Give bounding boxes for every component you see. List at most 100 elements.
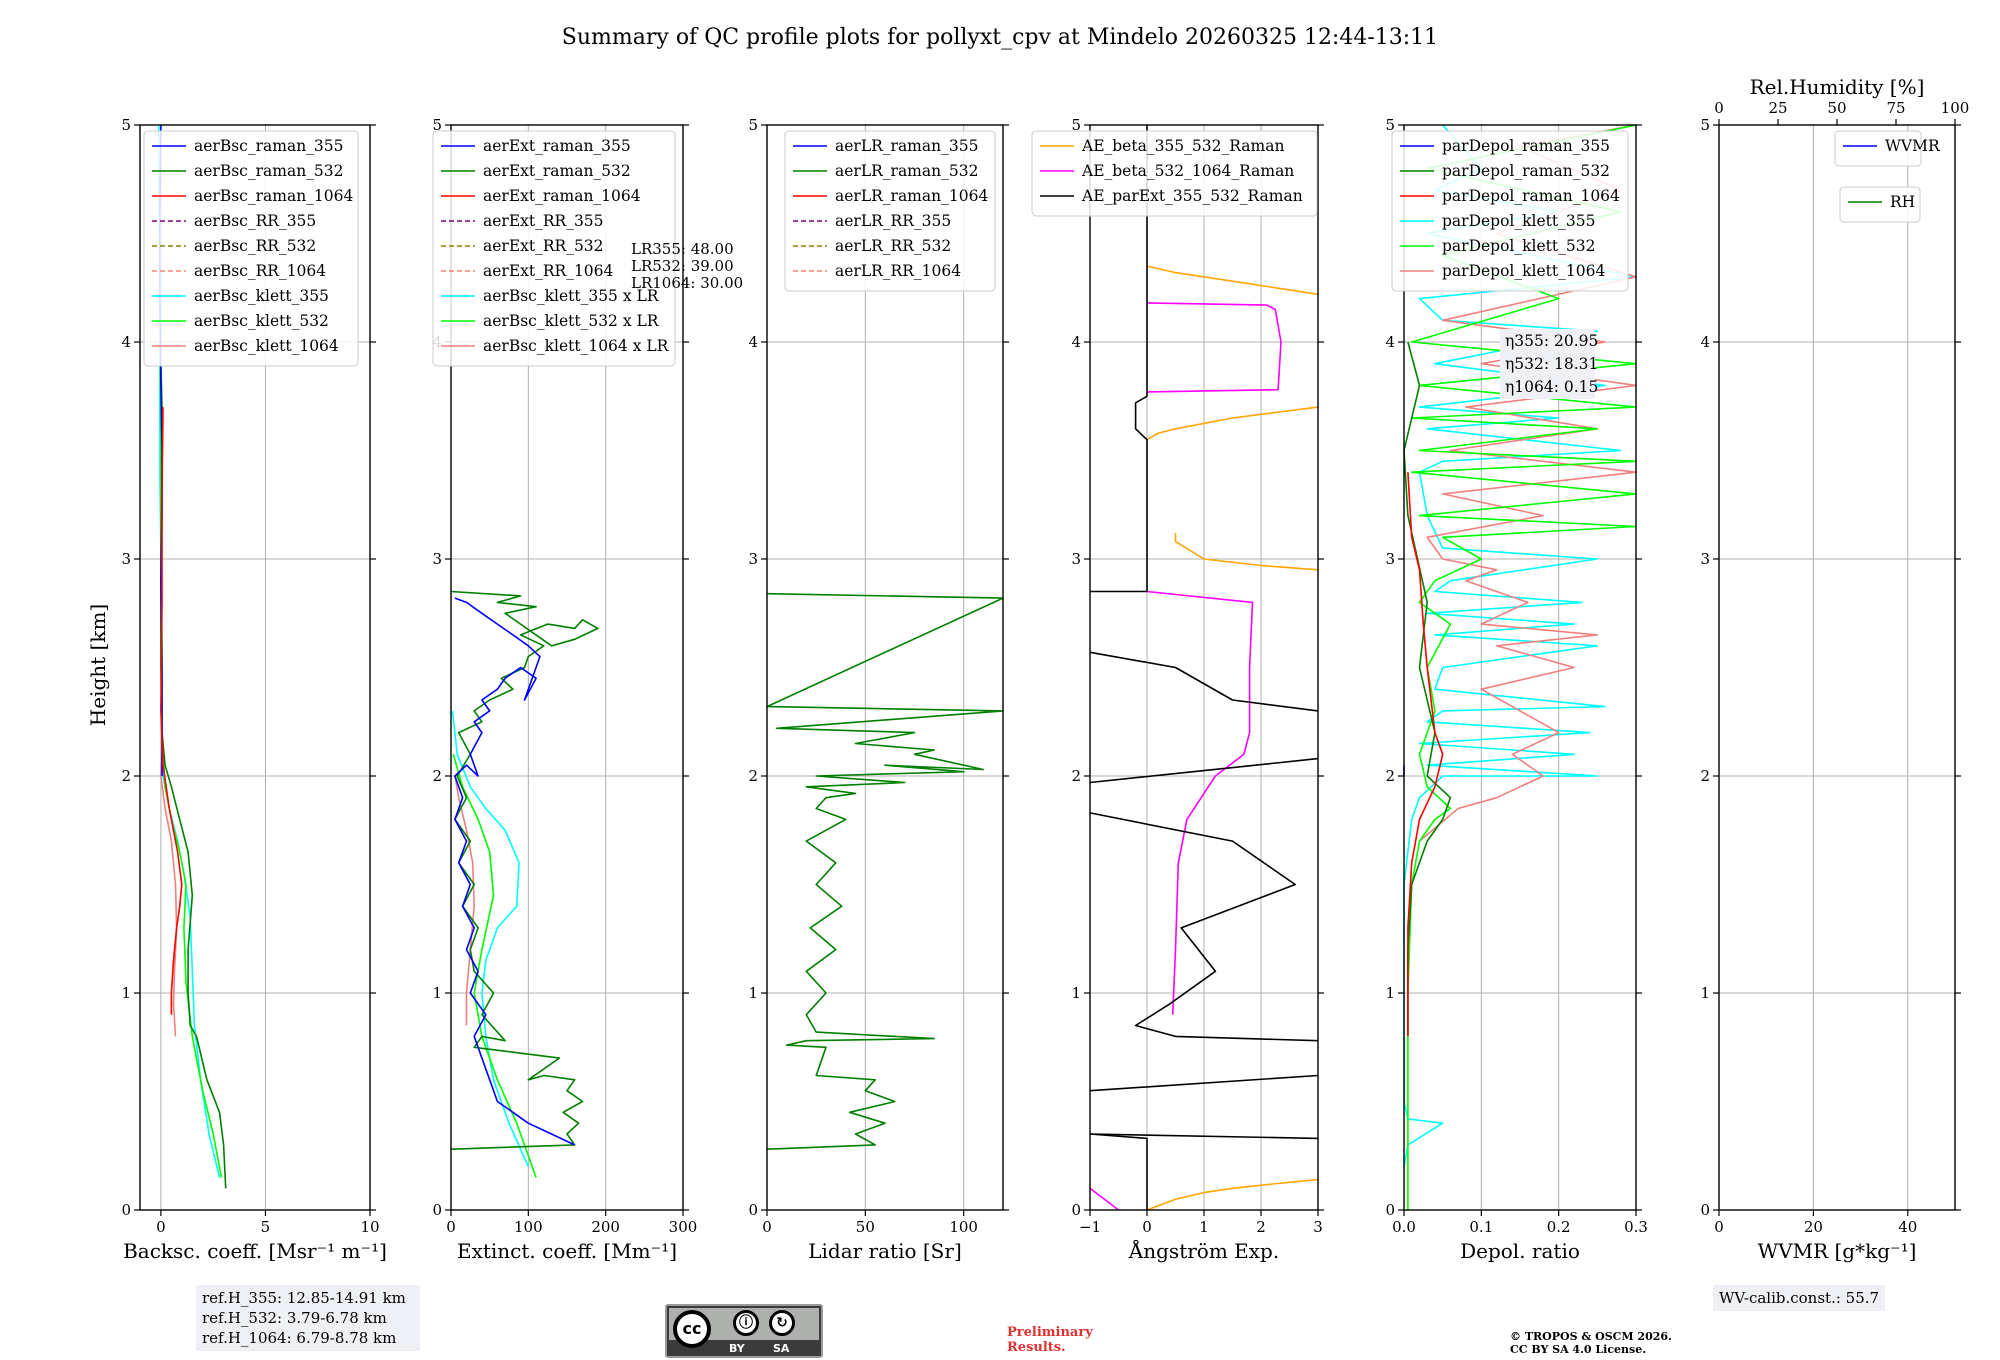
share-alike-icon: ↻ — [769, 1310, 795, 1336]
x-axis-label: Lidar ratio [Sr] — [808, 1239, 962, 1263]
series-AE_parExt_355_532_Raman — [1089, 651, 1319, 712]
legend-label: AE_beta_355_532_Raman — [1081, 137, 1284, 155]
axes-frame — [450, 124, 684, 1211]
top-tick-label: 0 — [1714, 99, 1724, 117]
x-tick-label: 3 — [1313, 1218, 1323, 1236]
legend-label: aerBsc_raman_1064 — [194, 187, 354, 205]
y-tick-label: 2 — [1071, 767, 1081, 785]
legend-label: aerLR_raman_532 — [835, 162, 978, 180]
legend-label: aerBsc_RR_532 — [194, 237, 316, 255]
legend-label: WVMR — [1885, 137, 1941, 155]
panel-wv: 0 20 40 0 1 2 3 4 5 WVMR [g*kg⁻¹] 0 25 50 75 100 Rel.Hu… — [1700, 75, 1969, 1263]
legend-label: parDepol_klett_1064 — [1442, 262, 1605, 280]
preliminary-note: Preliminary Results. — [1007, 1325, 1093, 1355]
panel-bsc: 0 5 10 0 1 2 3 4 5 Backsc. coeff. [Msr⁻¹ m⁻¹] aerB… — [121, 116, 386, 1263]
y-tick-label: 3 — [748, 550, 758, 568]
axes-frame — [1403, 124, 1637, 1211]
x-tick-label: 100 — [949, 1218, 978, 1236]
cc-icon: cc — [673, 1310, 711, 1348]
y-axis-label: Height [km] — [86, 604, 110, 726]
wv-calib-text: WV-calib.const.: 55.7 — [1719, 1289, 1880, 1307]
y-tick-label: 5 — [748, 116, 758, 134]
axes-frame — [766, 124, 1004, 1211]
annotation-text: LR355: 48.00 — [631, 240, 734, 258]
legend-label: aerLR_RR_1064 — [835, 262, 961, 280]
copyright-line-1: © TROPOS & OSCM 2026. — [1510, 1330, 1672, 1343]
x-tick-label: 50 — [856, 1218, 875, 1236]
x-tick-label: 0 — [156, 1218, 166, 1236]
x-tick-label: 0.2 — [1547, 1218, 1571, 1236]
y-tick-label: 2 — [432, 767, 442, 785]
legend-label: aerBsc_klett_355 x LR — [483, 287, 660, 305]
legend-label: aerExt_RR_532 — [483, 237, 604, 255]
legend-2 — [1839, 186, 1921, 223]
y-tick-label: 0 — [748, 1201, 758, 1219]
x-tick-label: 0 — [446, 1218, 456, 1236]
series-AE_beta_355_532_Raman — [1146, 1178, 1319, 1211]
y-tick-label: 5 — [1700, 116, 1710, 134]
y-tick-label: 5 — [432, 116, 442, 134]
x-tick-label: 1 — [1199, 1218, 1209, 1236]
x-tick-label: −1 — [1079, 1218, 1101, 1236]
preliminary-line-1: Preliminary — [1007, 1325, 1093, 1340]
top-tick-label: 50 — [1827, 99, 1846, 117]
copyright-note: © TROPOS & OSCM 2026. CC BY SA 4.0 Licen… — [1510, 1330, 1672, 1356]
x-tick-label: 0.1 — [1469, 1218, 1493, 1236]
legend-label: aerBsc_klett_1064 x LR — [483, 337, 670, 355]
copyright-line-2: CC BY SA 4.0 License. — [1510, 1343, 1647, 1356]
legend-label: aerLR_raman_1064 — [835, 187, 988, 205]
series-aerBsc_klett_1064 — [160, 732, 178, 1037]
legend-label: aerBsc_RR_355 — [194, 212, 316, 230]
series-parDepol_klett_355 — [1403, 124, 1637, 1167]
x-axis-label: Ångström Exp. — [1128, 1238, 1279, 1263]
legend — [432, 130, 676, 367]
y-tick-label: 1 — [1700, 984, 1710, 1002]
annotation-text: η532: 18.31 — [1505, 355, 1598, 373]
y-tick-label: 0 — [1071, 1201, 1081, 1219]
legend — [784, 130, 996, 292]
legend-label: parDepol_klett_532 — [1442, 237, 1595, 255]
legend — [1391, 130, 1629, 292]
x-axis-label: WVMR [g*kg⁻¹] — [1758, 1239, 1917, 1263]
y-tick-label: 4 — [748, 333, 758, 351]
y-tick-label: 5 — [121, 116, 131, 134]
legend-label: aerBsc_klett_532 x LR — [483, 312, 660, 330]
series-aerBsc_klett_532 — [159, 341, 223, 1178]
legend-label: parDepol_klett_355 — [1442, 212, 1595, 230]
y-tick-label: 3 — [1385, 550, 1395, 568]
legend-label: aerBsc_raman_355 — [194, 137, 344, 155]
legend — [1834, 130, 1922, 167]
x-tick-label: 0 — [762, 1218, 772, 1236]
axes-frame — [1718, 124, 1956, 1211]
series-aerBsc_klett_355 x LR — [451, 710, 530, 1167]
x-tick-label: 300 — [669, 1218, 698, 1236]
legend-label: aerExt_raman_355 — [483, 137, 631, 155]
series-AE_beta_355_532_Raman — [1174, 533, 1319, 571]
x-tick-label: 0.0 — [1392, 1218, 1416, 1236]
x-tick-label: 40 — [1898, 1218, 1917, 1236]
legend-label: aerLR_raman_355 — [835, 137, 978, 155]
annotation-text: LR532: 39.00 — [631, 257, 734, 275]
x-tick-label: 200 — [591, 1218, 620, 1236]
y-tick-label: 4 — [1071, 333, 1081, 351]
panel-ext: 0100200300012345Extinct. coeff. [Mm⁻¹]ae… — [432, 116, 743, 1263]
series-AE_parExt_355_532_Raman — [1089, 1133, 1148, 1210]
x-axis-label: Backsc. coeff. [Msr⁻¹ m⁻¹] — [123, 1239, 387, 1263]
series-AE_beta_532_1064_Raman — [1146, 302, 1282, 393]
cc-by-sa-badge: cc ⓘ ↻ BY SA — [665, 1304, 823, 1358]
series-AE_beta_532_1064_Raman — [1146, 590, 1254, 1015]
y-tick-label: 4 — [1700, 333, 1710, 351]
series-aerExt_raman_355 — [454, 597, 576, 1146]
y-tick-label: 1 — [1385, 984, 1395, 1002]
series-AE_beta_532_1064_Raman — [1089, 1187, 1119, 1211]
series-parDepol_raman_1064 — [1407, 472, 1444, 1037]
y-tick-label: 3 — [1700, 550, 1710, 568]
y-tick-label: 2 — [748, 767, 758, 785]
y-tick-label: 1 — [432, 984, 442, 1002]
x-tick-label: 0 — [1714, 1218, 1724, 1236]
y-tick-label: 1 — [748, 984, 758, 1002]
series-AE_parExt_355_532_Raman — [1089, 1074, 1319, 1092]
y-tick-label: 3 — [1071, 550, 1081, 568]
person-icon: ⓘ — [733, 1310, 759, 1336]
